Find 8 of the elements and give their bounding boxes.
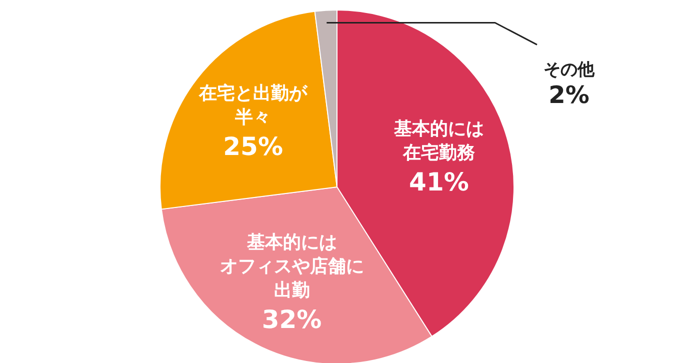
data-label: 2% [548, 81, 590, 109]
slice-label: 基本的には在宅勤務 [392, 118, 484, 164]
data-label: 32% [262, 305, 322, 334]
slice-label: 基本的にはオフィスや店舗に出勤 [220, 232, 364, 302]
slice-label: 在宅と出勤が半々 [198, 82, 308, 128]
slice-label: その他 [544, 60, 596, 80]
data-label: 25% [223, 132, 284, 161]
data-label: 41% [409, 167, 469, 196]
